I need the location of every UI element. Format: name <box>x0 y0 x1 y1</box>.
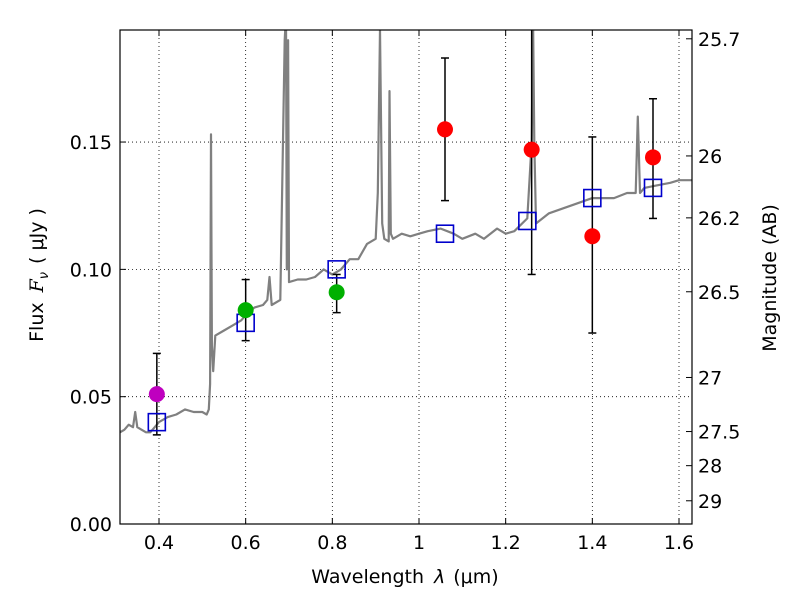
y-tick-label: 0.10 <box>70 259 112 281</box>
y-tick-label: 0.15 <box>70 132 112 154</box>
observed-photometry-layer <box>148 121 661 403</box>
spectrum-layer <box>120 30 692 434</box>
y-tick-label: 0.00 <box>70 514 112 536</box>
axis-ticks: 0.4 0.6 0.8 1 1.2 1.4 1.6 0.00 0.05 0.10 0.15 25.7 2… <box>70 29 741 554</box>
model-photometry-point <box>147 412 167 432</box>
y2-tick-label: 27 <box>698 367 722 389</box>
x-tick-label: 0.4 <box>144 532 174 554</box>
y2-tick-label: 28 <box>698 456 722 478</box>
observed-photometry-point <box>437 121 453 138</box>
y-axis-label-subscript: ν <box>37 272 52 279</box>
y2-tick-label: 27.5 <box>698 422 740 444</box>
observed-photometry-point <box>645 149 661 166</box>
x-tick-label: 0.6 <box>231 532 261 554</box>
y2-axis-label: Magnitude (AB) <box>759 204 781 352</box>
x-tick-label: 1.4 <box>577 532 607 554</box>
model-photometry-point <box>583 188 602 208</box>
errorbar-layer <box>152 30 657 436</box>
spectrum-line <box>120 30 692 434</box>
x-tick-label: 0.8 <box>317 532 347 554</box>
model-photometry-layer <box>147 178 663 432</box>
observed-photometry-point <box>148 386 165 403</box>
x-tick-label: 1.2 <box>491 532 521 554</box>
y-tick-label: 0.05 <box>70 387 112 409</box>
y2-tick-label: 25.7 <box>698 29 740 51</box>
y2-tick-label: 26.2 <box>698 208 740 230</box>
x-axis-label-unit: (μm) <box>453 566 498 588</box>
plot-frame <box>119 29 693 525</box>
y2-tick-label: 29 <box>698 491 722 513</box>
x-axis-label-text: Wavelength <box>311 566 424 588</box>
model-photometry-point <box>435 224 455 244</box>
y2-tick-label: 26 <box>698 146 722 168</box>
y-axis-label-unit: ( μJy ) <box>26 208 48 264</box>
observed-photometry-point <box>523 141 540 158</box>
y-axis-label-symbol: F <box>26 278 48 293</box>
model-photometry-point <box>327 260 346 279</box>
x-tick-label: 1 <box>413 532 425 554</box>
observed-photometry-point <box>237 302 254 319</box>
y2-tick-label: 26.5 <box>698 282 740 304</box>
x-tick-label: 1.6 <box>664 532 694 554</box>
observed-photometry-point <box>328 284 345 301</box>
y-axis-label: Flux Fν ( μJy ) <box>26 208 52 342</box>
x-axis-label: Wavelength λ (μm) <box>311 566 498 588</box>
observed-photometry-point <box>584 228 601 245</box>
model-photometry-point <box>643 178 663 198</box>
x-axis-label-symbol: λ <box>433 566 445 588</box>
y-axis-label-text: Flux <box>26 302 48 342</box>
model-photometry-point <box>518 211 537 231</box>
grid <box>120 30 692 524</box>
